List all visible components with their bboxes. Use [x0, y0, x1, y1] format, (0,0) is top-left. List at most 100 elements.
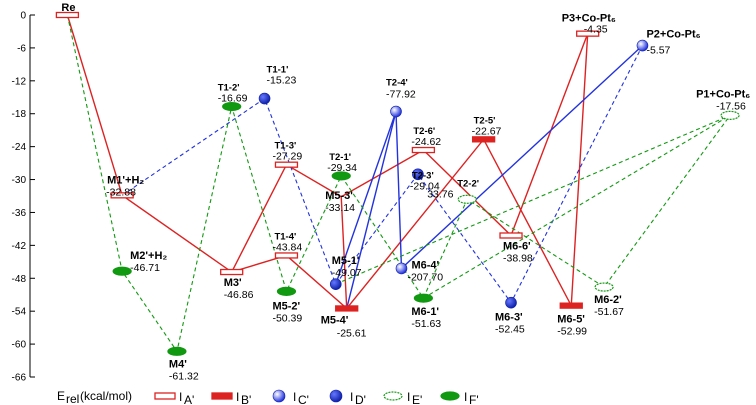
state-name-t23: T2-3' [412, 170, 434, 181]
state-name-m65: M6-5' [557, 314, 585, 326]
state-name-re: Re [61, 2, 75, 14]
y-tick-label: -48 [12, 274, 27, 285]
marker-p1 [720, 110, 740, 120]
marker-m62 [594, 282, 614, 292]
state-value-m4: -61.32 [169, 370, 199, 382]
state-name-m1: M1'+H₂ [107, 174, 144, 186]
state-value-t23: -29.04 [410, 180, 440, 192]
state-name-t12: T1-2' [218, 83, 240, 94]
state-labels: ReM1'+H₂-32.88M2'+H₂-46.71M4'-61.32M3'-4… [61, 2, 750, 382]
y-axis: 0 -6 -12 -18 -24 -30 -36 -42 -48 -54 -60 -66 [12, 11, 35, 384]
state-value-t24: -77.92 [386, 89, 416, 101]
legend-swatch-2 [272, 389, 286, 403]
legend-ylabel-sub: rel [66, 392, 79, 405]
state-value-p3: -4.35 [584, 24, 608, 36]
path-id [335, 45, 643, 285]
y-tick-label: -42 [12, 241, 27, 252]
y-tick-label: -12 [12, 76, 27, 87]
state-value-m66: -38.98 [503, 252, 533, 264]
path-if [335, 114, 731, 285]
state-name-t14: T1-4' [274, 231, 296, 242]
marker-p2 [636, 39, 649, 52]
state-value-m62: -51.67 [594, 306, 624, 318]
state-value-m53: -33.14 [325, 202, 355, 214]
path-ic [121, 45, 643, 304]
legend-label-sub-1: B' [241, 393, 251, 405]
legend-ylabel-unit: (kcal/mol) [80, 389, 132, 403]
state-value-p2: -5.57 [646, 45, 670, 57]
marker-t12 [222, 101, 242, 112]
y-tick-label: -54 [12, 307, 27, 318]
state-value-t14: -43.84 [272, 241, 302, 253]
path-ifb [423, 114, 731, 299]
marker-p3 [576, 30, 600, 37]
legend-label-1: I [236, 390, 239, 404]
state-name-m61: M6-1' [411, 306, 439, 318]
legend-swatch-4 [383, 391, 403, 401]
state-name-m54: M5-4' [321, 314, 349, 326]
y-tick-label: -60 [12, 340, 27, 351]
marker-t11 [258, 92, 271, 105]
state-value-m1: -32.88 [106, 186, 136, 198]
state-name-t22: T2-2' [457, 178, 479, 189]
legend-label-sub-3: D' [355, 393, 366, 405]
legend-ylabel: E [57, 389, 65, 403]
state-name-p1: P1+Co-Pt₆ [696, 88, 750, 100]
legend-swatch-5 [440, 391, 460, 401]
state-value-m65: -52.99 [557, 326, 587, 338]
state-value-m3: -46.86 [224, 289, 254, 301]
y-tick-label: -36 [12, 208, 27, 219]
marker-m64 [395, 262, 408, 275]
state-name-t21: T2-1' [329, 152, 351, 163]
marker-t24 [390, 105, 402, 118]
y-tick-label: -24 [12, 142, 27, 153]
state-value-t22: 33.76 [427, 188, 453, 200]
marker-m4 [167, 346, 187, 356]
legend-label-0: I [179, 390, 182, 404]
legend-label-4: I [407, 390, 410, 404]
state-name-t11: T1-1' [267, 65, 289, 76]
marker-t26 [411, 146, 436, 154]
legend-label-sub-4: E' [412, 393, 422, 405]
state-value-p1: -17.56 [716, 100, 746, 112]
state-name-m3: M3' [224, 277, 242, 289]
marker-m1 [110, 192, 134, 199]
legend-label-sub-0: A' [184, 393, 194, 405]
state-value-t12: -16.69 [218, 93, 248, 105]
legend-swatch-1 [211, 392, 233, 400]
marker-m2 [112, 266, 132, 276]
legend-label-sub-5: F' [469, 393, 479, 405]
state-name-p3: P3+Co-Pt₆ [562, 13, 616, 25]
marker-m61 [413, 293, 433, 303]
path-ibb [346, 33, 589, 309]
state-value-m61: -51.63 [411, 318, 441, 330]
state-value-m2: -46.71 [130, 262, 160, 274]
state-value-t25: -22.67 [472, 125, 502, 137]
state-value-m52: -50.39 [272, 312, 302, 324]
y-tick-label: 0 [20, 11, 26, 22]
marker-t21 [331, 171, 351, 181]
marker-t23 [412, 168, 424, 181]
y-tick-label: -66 [12, 373, 27, 384]
reaction-paths [66, 14, 731, 353]
state-value-m64: -207.70 [407, 271, 443, 283]
marker-m66 [499, 232, 523, 239]
marker-m51 [329, 278, 342, 290]
legend-label-3: I [350, 390, 353, 404]
marker-t22 [457, 194, 477, 204]
legend-swatch-0 [154, 392, 176, 400]
state-value-m51: -49.07 [332, 267, 362, 279]
state-value-m63: -52.45 [495, 324, 525, 336]
path-ie [66, 14, 731, 353]
state-name-m62: M6-2' [594, 294, 622, 306]
y-tick-label: -18 [12, 109, 27, 120]
state-value-m54: -25.61 [337, 327, 367, 339]
state-name-m4: M4' [169, 358, 187, 370]
state-value-t11: -15.23 [267, 75, 297, 87]
state-name-p2: P2+Co-Pt₆ [646, 29, 700, 41]
state-value-t21: -29.34 [327, 162, 357, 174]
state-name-t24: T2-4' [386, 78, 408, 89]
state-value-t26: -24.62 [411, 136, 441, 148]
